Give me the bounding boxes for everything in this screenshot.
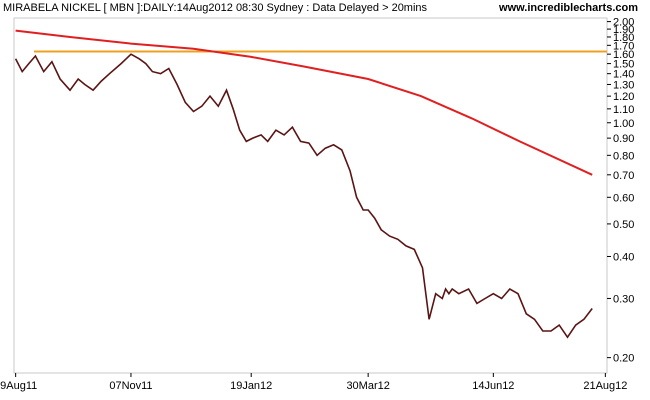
x-tick-label: 29Aug11: [0, 380, 37, 392]
y-tick-label: 1.60: [613, 49, 634, 61]
y-tick-label: 0.60: [613, 192, 634, 204]
y-tick-label: 0.80: [613, 150, 634, 162]
x-tick-label: 19Jan12: [230, 380, 272, 392]
moving-average-line: [15, 29, 593, 176]
y-tick-label: 0.90: [613, 133, 634, 145]
plot-frame: [13, 17, 608, 374]
price-line: [14, 53, 593, 339]
y-tick-label: 1.90: [613, 24, 634, 36]
y-tick-label: 1.70: [613, 40, 634, 52]
y-tick-label: 0.40: [613, 251, 634, 263]
y-tick-label: 0.50: [613, 219, 634, 231]
chart-title: MIRABELA NICKEL [ MBN ]:DAILY:14Aug2012 …: [3, 2, 428, 14]
y-tick-label: 1.20: [613, 91, 634, 103]
y-tick-label: 1.30: [613, 79, 634, 91]
y-tick-label: 0.20: [613, 353, 634, 365]
y-tick-label: 0.30: [613, 293, 634, 305]
x-tick-label: 30Mar12: [346, 380, 389, 392]
y-tick-label: 0.70: [613, 170, 634, 182]
y-tick-label: 1.50: [613, 59, 634, 71]
site-link[interactable]: www.incrediblecharts.com: [499, 2, 638, 14]
y-tick-label: 2.00: [613, 17, 634, 29]
y-tick-label: 1.80: [613, 32, 634, 44]
y-tick-label: 1.00: [613, 118, 634, 130]
x-tick-label: 14Jun12: [472, 380, 514, 392]
x-tick-label: 21Aug12: [583, 380, 627, 392]
tick-marks: [15, 21, 611, 377]
axis-labels: 2.001.901.801.701.601.501.401.301.201.10…: [0, 17, 634, 392]
y-tick-label: 1.40: [613, 69, 634, 81]
x-tick-label: 07Nov11: [109, 380, 152, 392]
y-tick-label: 1.10: [613, 104, 634, 116]
